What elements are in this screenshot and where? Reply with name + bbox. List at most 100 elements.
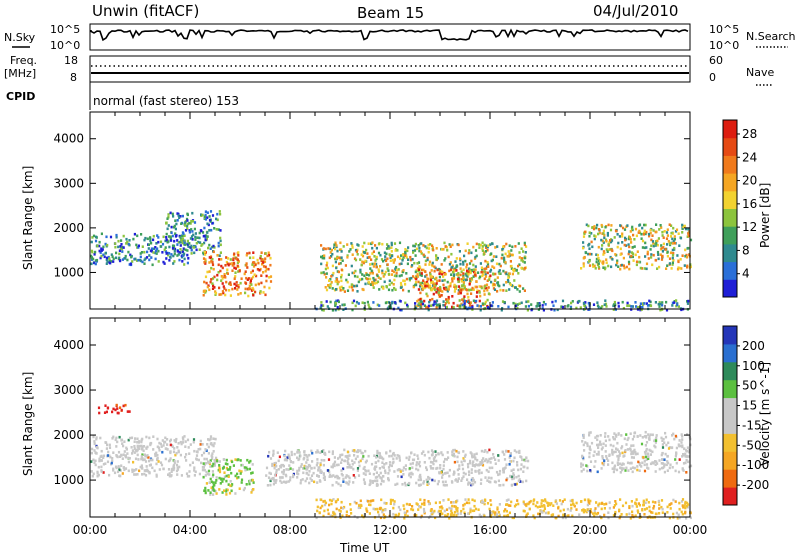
data-cell [561,299,565,303]
data-cell [136,234,139,238]
data-cell [226,468,229,471]
data-cell [116,440,119,444]
data-cell [438,303,441,306]
data-cell [520,463,523,466]
data-cell [449,268,453,272]
data-cell [682,225,685,229]
data-cell [173,249,176,253]
data-cell [94,463,97,467]
data-cell [377,268,380,271]
data-cell [320,255,323,259]
data-cell [399,286,402,289]
data-cell [541,307,544,310]
data-cell [423,453,426,457]
data-cell [249,281,252,284]
data-cell [379,476,382,479]
data-cell [532,502,535,506]
time-tick-label: 20:00 [573,523,608,537]
data-cell [418,249,421,253]
data-cell [660,226,663,229]
power-colorbar-label: Power [dB] [758,183,772,248]
data-cell [215,456,218,460]
data-cell [423,281,427,284]
data-cell [133,445,136,448]
data-cell [462,504,465,507]
data-cell [446,248,449,252]
data-cell [645,498,648,502]
data-cell [179,453,182,457]
data-cell [369,277,372,281]
data-cell [107,255,110,259]
data-cell [446,289,449,293]
data-cell [156,445,159,449]
data-cell [540,510,543,513]
data-cell [433,455,436,459]
data-cell [219,239,222,243]
data-cell [665,231,669,234]
data-cell [442,467,445,471]
data-cell [193,474,196,477]
data-cell [323,499,326,503]
data-cell [152,238,155,242]
data-cell [127,456,130,460]
data-cell [273,466,276,470]
data-cell [319,462,322,465]
data-cell [215,476,218,479]
data-cell [209,491,212,494]
data-cell [339,241,342,245]
data-cell [150,247,153,250]
data-cell [139,252,142,255]
data-cell [428,260,432,264]
data-cell [654,460,657,463]
data-cell [481,241,484,245]
data-cell [505,242,508,246]
data-cell [172,262,175,265]
data-cell [241,463,244,467]
data-cell [634,227,638,231]
data-cell [601,446,604,449]
data-cell [387,477,390,481]
data-cell [676,254,679,257]
data-cell [292,474,295,477]
data-cell [502,257,505,260]
data-cell [95,452,98,455]
data-cell [439,464,442,467]
data-cell [489,270,492,273]
data-cell [633,238,636,241]
data-cell [199,241,202,244]
data-cell [431,461,434,464]
data-cell [361,273,364,276]
data-cell [450,273,453,276]
data-cell [460,289,463,292]
data-cell [252,261,255,264]
data-cell [248,251,251,255]
data-cell [390,273,393,276]
data-cell [344,264,347,267]
data-cell [669,503,672,506]
data-cell [499,484,502,487]
data-cell [597,262,600,265]
data-cell [320,450,324,453]
data-cell [176,243,179,246]
data-cell [355,300,359,304]
data-cell [126,258,129,262]
data-cell [339,262,342,265]
data-cell [520,247,523,250]
data-cell [667,240,670,243]
data-cell [377,270,381,273]
data-cell [194,235,197,239]
data-cell [339,484,342,487]
data-cell [523,509,526,513]
data-cell [627,243,630,246]
data-cell [318,511,321,514]
data-cell [136,473,139,476]
data-cell [231,269,234,272]
data-cell [399,257,402,260]
data-cell [151,458,154,462]
data-cell [352,474,355,477]
data-cell [238,487,241,490]
data-cell [402,504,405,507]
data-cell [423,511,426,515]
data-cell [330,248,333,252]
data-cell [462,288,465,291]
